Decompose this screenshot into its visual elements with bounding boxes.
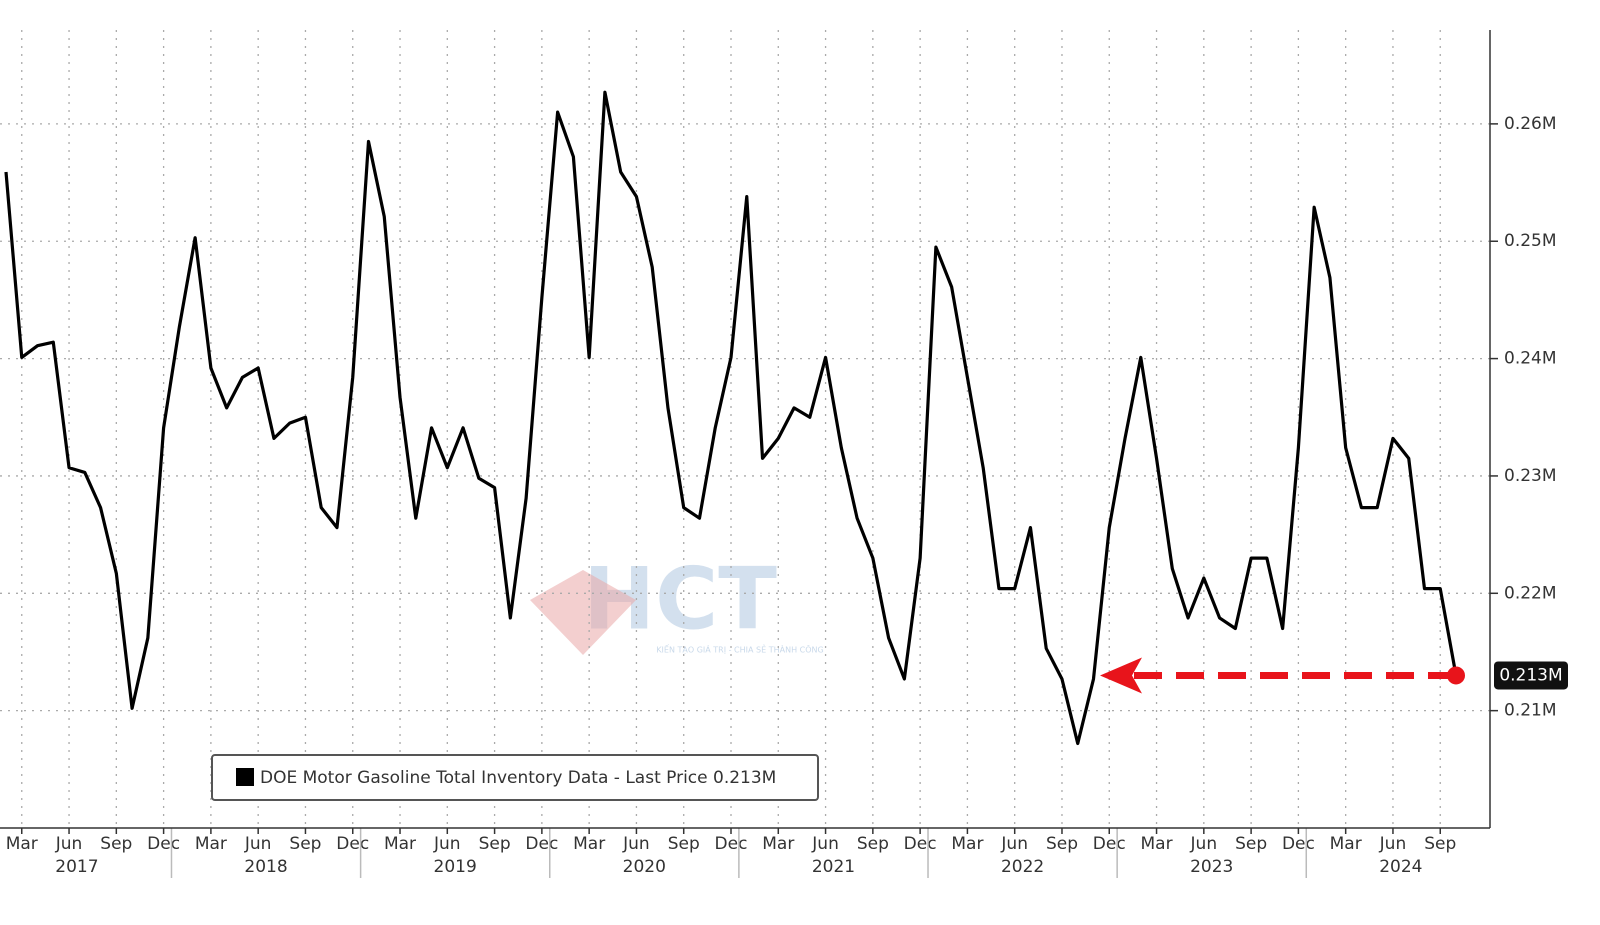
x-tick-label: Mar <box>1330 834 1362 854</box>
y-tick-label: 0.22M <box>1504 583 1557 603</box>
x-tick-label: Sep <box>479 834 511 854</box>
x-tick-label: Jun <box>1190 834 1218 854</box>
x-tick-label: Mar <box>1141 834 1173 854</box>
legend-label: DOE Motor Gasoline Total Inventory Data … <box>260 768 776 788</box>
year-label: 2021 <box>812 857 855 877</box>
y-tick-label: 0.23M <box>1504 466 1557 486</box>
year-label: 2017 <box>55 857 98 877</box>
x-tick-label: Jun <box>1000 834 1028 854</box>
year-label: 2020 <box>623 857 666 877</box>
x-tick-label: Mar <box>6 834 38 854</box>
x-tick-label: Dec <box>147 834 180 854</box>
x-tick-label: Dec <box>1282 834 1315 854</box>
series-line <box>4 90 1458 746</box>
x-tick-label: Mar <box>951 834 983 854</box>
legend-box <box>211 754 819 801</box>
year-label: 2018 <box>244 857 287 877</box>
x-tick-label: Sep <box>668 834 700 854</box>
x-tick-label: Sep <box>100 834 132 854</box>
year-label: 2019 <box>434 857 477 877</box>
watermark-logo <box>530 570 636 655</box>
last-point <box>1447 666 1465 685</box>
x-tick-label: Mar <box>195 834 227 854</box>
x-tick-label: Sep <box>1046 834 1078 854</box>
x-tick-label: Sep <box>857 834 889 854</box>
y-tick-label: 0.26M <box>1504 114 1557 134</box>
x-tick-label: Mar <box>384 834 416 854</box>
y-tick-label: 0.21M <box>1504 701 1557 721</box>
x-tick-label: Jun <box>622 834 650 854</box>
last-value-label: 0.213M <box>1499 665 1562 685</box>
annotation-arrowhead <box>1100 657 1142 694</box>
year-label: 2023 <box>1190 857 1233 877</box>
x-tick-label: Dec <box>715 834 748 854</box>
x-tick-label: Jun <box>244 834 272 854</box>
x-tick-label: Jun <box>811 834 839 854</box>
x-tick-label: Jun <box>55 834 83 854</box>
x-tick-label: Dec <box>1093 834 1126 854</box>
x-tick-label: Sep <box>1424 834 1456 854</box>
year-label: 2022 <box>1001 857 1044 877</box>
watermark-tagline: KIẾN TẠO GIÁ TRỊ - CHIA SẺ THÀNH CÔNG <box>656 644 823 656</box>
year-label: 2024 <box>1379 857 1422 877</box>
x-tick-label: Sep <box>289 834 321 854</box>
x-tick-label: Dec <box>525 834 558 854</box>
y-tick-label: 0.24M <box>1504 349 1557 369</box>
x-tick-label: Sep <box>1235 834 1267 854</box>
legend-swatch <box>236 768 254 786</box>
x-tick-label: Jun <box>433 834 461 854</box>
x-tick-label: Jun <box>1379 834 1407 854</box>
x-tick-label: Dec <box>336 834 369 854</box>
y-tick-label: 0.25M <box>1504 231 1557 251</box>
x-tick-label: Mar <box>573 834 605 854</box>
last-value-box <box>1494 661 1568 690</box>
x-tick-label: Dec <box>904 834 937 854</box>
x-tick-label: Mar <box>762 834 794 854</box>
